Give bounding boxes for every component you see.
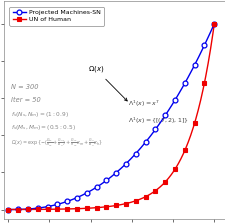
Text: $\Omega(x)=\exp\{-(\frac{G_m}{R_m}+\frac{G_h}{B_h})+\frac{G_m}{R_m}x_m+\frac{G_h: $\Omega(x)=\exp\{-(\frac{G_m}{R_m}+\frac… <box>11 136 103 149</box>
Text: Iter = 50: Iter = 50 <box>11 97 40 103</box>
Text: $\Lambda^1(x)=\{[(7,2),1]\}$: $\Lambda^1(x)=\{[(7,2),1]\}$ <box>127 116 187 126</box>
Text: $f_s(M_s, M_m) = (0.5:0.5)$: $f_s(M_s, M_m) = (0.5:0.5)$ <box>11 123 75 132</box>
Text: $f_s(N_s, N_m) = (1:0.9)$: $f_s(N_s, N_m) = (1:0.9)$ <box>11 110 68 119</box>
Legend: Projected Machines-SN, UN of Human: Projected Machines-SN, UN of Human <box>9 7 104 26</box>
Text: $\Lambda^1(x)=x^7$: $\Lambda^1(x)=x^7$ <box>127 99 159 109</box>
Text: $\Omega(x)$: $\Omega(x)$ <box>88 64 127 101</box>
Text: N = 300: N = 300 <box>11 84 38 90</box>
